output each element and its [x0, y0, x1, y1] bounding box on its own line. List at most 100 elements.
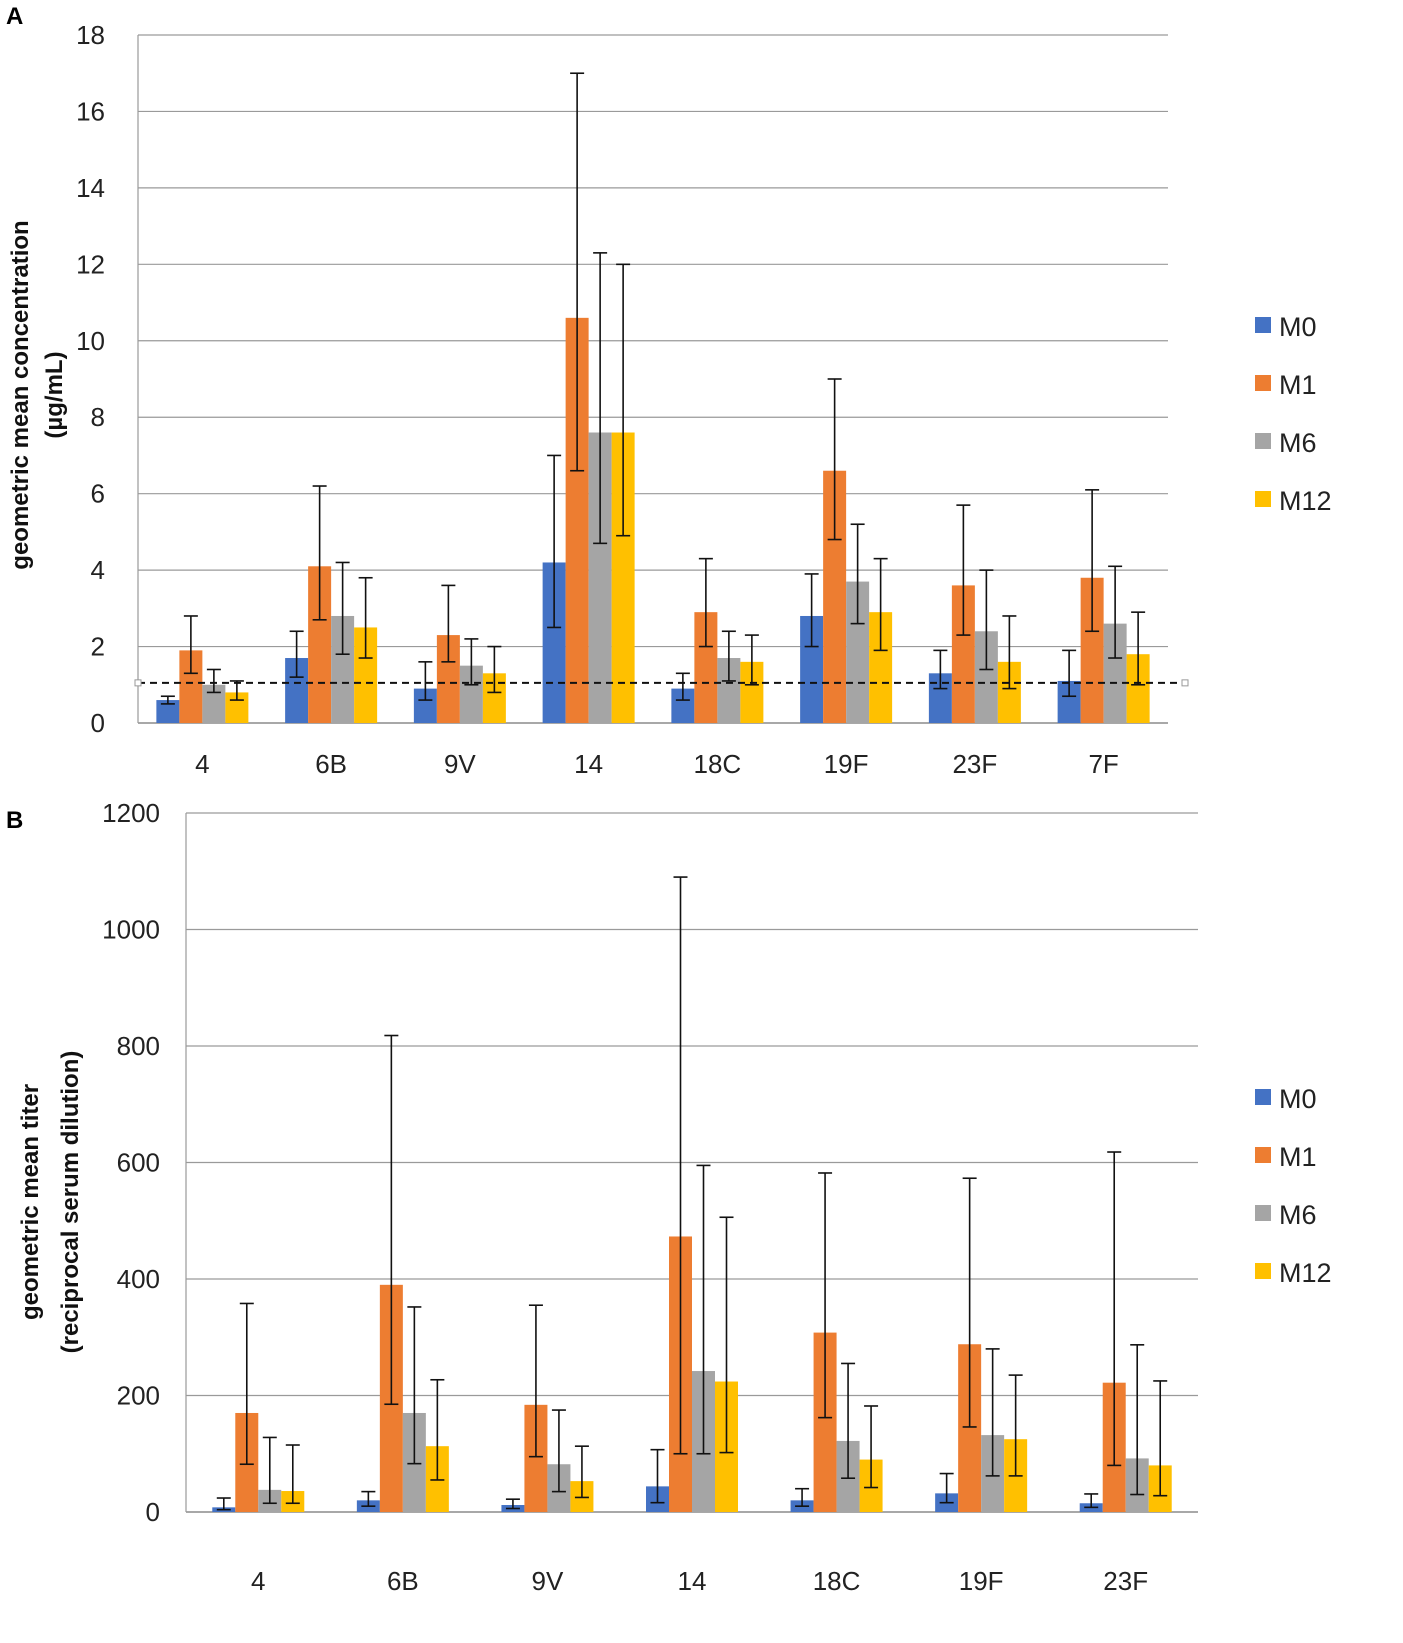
panel-a-bar-m6-19f: [846, 581, 870, 723]
panel-a-bar-m1-19f: [823, 470, 847, 723]
panel-b-y-tick-label: 800: [117, 1031, 160, 1061]
panel-a-legend: M0 M1 M6 M12: [1255, 312, 1332, 516]
panel-b-category-label: 23F: [1103, 1566, 1148, 1596]
panel-a-bar-m0-4: [156, 700, 180, 723]
panel-b-ylabel-line2: (reciprocal serum dilution): [57, 1051, 84, 1354]
panel-a-bar-m1-6b: [308, 566, 332, 723]
panel-b: B 0 200 400 600 800 1000 1200 4 6B 9V 14 18C 19F 23F…: [6, 798, 1332, 1596]
panel-b-legend-label-m12: M12: [1279, 1258, 1332, 1288]
panel-a-y-tick-label: 14: [76, 173, 105, 203]
panel-a-bar-m6-4: [202, 684, 226, 723]
panel-a-category-label: 6B: [315, 749, 347, 779]
panel-a-y-tick-labels: 0 2 4 6 8 10 12 14 16 18: [76, 20, 105, 738]
panel-a-y-tick-label: 18: [76, 20, 105, 50]
panel-a-bar-m1-18c: [694, 612, 718, 723]
panel-a-y-tick-label: 0: [91, 708, 105, 738]
panel-a-y-tick-label: 4: [91, 555, 105, 585]
panel-b-legend-label-m1: M1: [1279, 1142, 1317, 1172]
panel-b-y-tick-labels: 0 200 400 600 800 1000 1200: [102, 798, 160, 1527]
panel-a-y-axis-title: geometric mean concentration: [7, 220, 34, 569]
panel-a-bar-m1-23f: [951, 585, 975, 723]
panel-a-y-tick-label: 2: [91, 632, 105, 662]
panel-b-y-tick-label: 600: [117, 1148, 160, 1178]
panel-a-legend-label-m6: M6: [1279, 428, 1317, 458]
panel-a-bar-m0-23f: [928, 673, 952, 723]
panel-a-bar-m0-7f: [1057, 680, 1081, 723]
panel-a-legend-label-m1: M1: [1279, 370, 1317, 400]
panel-a-bar-m12-23f: [997, 661, 1021, 723]
panel-a-y-tick-label: 8: [91, 402, 105, 432]
panel-a-bar-m0-18c: [671, 688, 695, 723]
panel-a-legend-swatch-m6: [1255, 433, 1271, 449]
panel-a-bar-m1-4: [179, 650, 203, 723]
panel-a-bar-m12-18c: [740, 661, 764, 723]
panel-b-bar-m1-18c: [813, 1332, 837, 1512]
panel-b-y-axis-title: geometric mean titer: [17, 1084, 44, 1320]
panel-b-category-label: 9V: [532, 1566, 564, 1596]
panel-b-bar-m1-19f: [958, 1344, 982, 1512]
panel-a-bar-m0-6b: [285, 658, 309, 723]
panel-b-legend-label-m6: M6: [1279, 1200, 1317, 1230]
panel-b-y-tick-label: 400: [117, 1264, 160, 1294]
panel-b-y-tick-label: 1000: [102, 915, 160, 945]
panel-a-bars: [156, 317, 1150, 723]
panel-a-y-tick-label: 12: [76, 249, 105, 279]
panel-a-y-tick-label: 16: [76, 96, 105, 126]
panel-a-bar-m12-19f: [869, 612, 893, 723]
panel-a-legend-swatch-m12: [1255, 491, 1271, 507]
panel-a-gridlines: [137, 34, 1168, 724]
panel-b-legend-swatch-m0: [1255, 1089, 1271, 1105]
panel-a-legend-swatch-m1: [1255, 375, 1271, 391]
panel-a-bar-m6-23f: [974, 631, 998, 723]
panel-a-bar-m6-14: [588, 432, 612, 723]
panel-a-category-label: 7F: [1088, 749, 1118, 779]
panel-a-reference-line: [134, 679, 1189, 687]
panel-b-bars: [212, 1236, 1172, 1512]
panel-a-y-axis-title-2: (µg/mL): [41, 351, 68, 438]
panel-a-y-tick-label: 6: [91, 479, 105, 509]
panel-a-category-label: 4: [195, 749, 209, 779]
panel-b-y-tick-label: 200: [117, 1381, 160, 1411]
panel-b-legend-swatch-m1: [1255, 1147, 1271, 1163]
panel-a: A 0 2 4 6 8 10 12 14 16 18 4 6B 9V 14 18C 19F 23F 7F geo…: [6, 3, 1332, 779]
panel-b-category-labels: 4 6B 9V 14 18C 19F 23F: [251, 1566, 1148, 1596]
panel-b-legend-swatch-m12: [1255, 1263, 1271, 1279]
panel-a-bar-m1-14: [565, 317, 589, 723]
panel-a-bar-m6-6b: [331, 615, 355, 723]
panel-b-error-bars: [216, 876, 1168, 1511]
panel-a-category-label: 9V: [444, 749, 476, 779]
panel-a-bar-m6-7f: [1103, 623, 1127, 723]
panel-a-label: A: [6, 3, 23, 30]
panel-b-category-label: 6B: [387, 1566, 419, 1596]
panel-a-threshold-marker-right: [1181, 679, 1189, 687]
panel-b-y-tick-label: 1200: [102, 798, 160, 828]
panel-b-category-label: 14: [678, 1566, 707, 1596]
panel-b-y-axis-title-2: (reciprocal serum dilution): [57, 1051, 84, 1354]
panel-a-error-bars: [160, 72, 1146, 705]
panel-b-ylabel-line1: geometric mean titer: [17, 1084, 44, 1320]
panel-b-bar-m1-9v: [524, 1404, 548, 1512]
panel-a-category-label: 19F: [824, 749, 869, 779]
panel-a-bar-m6-9v: [459, 665, 483, 723]
panel-a-bar-m1-9v: [436, 635, 460, 723]
panel-a-category-label: 23F: [952, 749, 997, 779]
panel-a-bar-m6-18c: [717, 658, 741, 723]
panel-a-y-tick-label: 10: [76, 326, 105, 356]
panel-b-legend-swatch-m6: [1255, 1205, 1271, 1221]
panel-b-y-tick-label: 0: [146, 1497, 160, 1527]
panel-a-bar-m12-6b: [354, 627, 378, 723]
panel-a-category-labels: 4 6B 9V 14 18C 19F 23F 7F: [195, 749, 1119, 779]
panel-a-threshold-marker-left: [134, 679, 142, 687]
panel-a-category-label: 18C: [694, 749, 742, 779]
panel-b-legend: M0 M1 M6 M12: [1255, 1084, 1332, 1288]
panel-a-bar-m1-7f: [1080, 577, 1104, 723]
panel-b-label: B: [6, 807, 23, 834]
panel-a-ylabel-line1: geometric mean concentration: [7, 220, 34, 569]
panel-b-category-label: 4: [251, 1566, 265, 1596]
panel-a-bar-m0-9v: [413, 688, 437, 723]
panel-a-bar-m0-19f: [800, 615, 824, 723]
panel-a-bar-m12-14: [611, 432, 635, 723]
panel-b-category-label: 18C: [813, 1566, 861, 1596]
panel-b-legend-label-m0: M0: [1279, 1084, 1317, 1114]
